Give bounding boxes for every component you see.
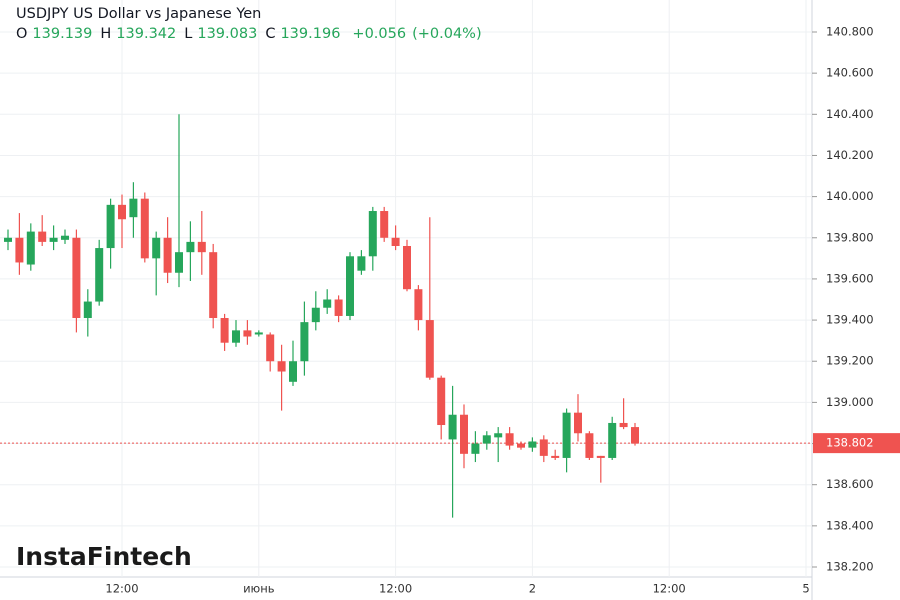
candle-body [425,320,434,378]
y-tick-label: 138.600 [826,477,874,491]
y-tick-label: 138.200 [826,560,874,574]
candle-body [49,237,58,242]
ohlc-key: C [265,26,275,42]
y-tick-label: 139.800 [826,230,874,244]
y-tick-label: 139.600 [826,271,874,285]
last-price-box [813,433,900,454]
ohlc-key: O [16,26,27,42]
candle-body [596,455,605,458]
y-tick-label: 138.400 [826,518,874,532]
y-tick-label: 140.800 [826,25,874,39]
candle-body [186,241,195,253]
y-tick-label: 140.200 [826,148,874,162]
candle-body [482,435,491,444]
ohlc-value: 139.139 [32,26,92,42]
candle-body [26,231,35,265]
ohlc-key: L [184,26,192,42]
candle-body [357,256,366,271]
y-tick-label: 139.400 [826,313,874,327]
x-tick-label: июнь [243,582,275,596]
candle-body [106,204,115,249]
candle-body [118,204,126,220]
x-tick-label: 2 [529,582,536,596]
y-tick-label: 139.000 [826,395,874,409]
candle-body [494,433,503,438]
candle-body [551,455,560,458]
change: +0.056 [352,26,406,42]
ohlc-value: 139.196 [280,26,340,42]
candle-body [334,299,343,316]
candle-body [129,198,138,218]
candle-body [289,361,297,382]
candle-body [4,237,12,242]
candle-body [15,237,24,263]
candle-body [232,330,240,343]
candle-body [311,307,320,323]
y-tick-label: 140.600 [826,66,874,80]
last-price-label: 138.802 [826,436,874,450]
candle-body [277,361,286,372]
x-tick-label: 5 [802,582,809,596]
x-tick-label: 12:00 [379,582,412,596]
candle-body [380,211,389,238]
candle-body [619,422,628,428]
candle-body [163,237,172,273]
candle-body [471,443,480,454]
watermark: InstaFintech [16,542,192,571]
candle-body [346,256,354,316]
x-tick-label: 12:00 [653,582,686,596]
candle-body [140,198,149,259]
candle-body [414,289,423,321]
candle-body [254,332,263,335]
candle-body [437,377,446,426]
candle-body [562,412,571,458]
candle-body [631,427,639,444]
candle-body [83,301,92,319]
candle-body [61,235,69,240]
candle-body [266,334,275,362]
x-tick-label: 12:00 [105,582,138,596]
candle-body [517,443,525,448]
candle-body [152,237,161,259]
candle-body [585,433,594,458]
candle-body [403,246,411,290]
candle-body [574,412,582,434]
chart-title: USDJPY US Dollar vs Japanese Yen [16,6,261,22]
candle-body [209,252,218,319]
y-tick-label: 139.200 [826,354,874,368]
candle-body [220,318,229,343]
candle-body [38,231,47,242]
candle-body [460,414,468,454]
ohlc-key: H [100,26,111,42]
candle-body [448,414,457,440]
candle-body [323,299,332,308]
candle-body [391,237,400,246]
y-tick-label: 140.400 [826,107,874,121]
candle-body [243,330,252,337]
candle-body [95,248,104,302]
candle-body [197,241,206,253]
candle-body [505,433,514,446]
candle-body [368,211,377,257]
candle-body [539,439,548,456]
ohlc-value: 139.083 [197,26,257,42]
y-tick-label: 140.000 [826,189,874,203]
candle-body [300,322,309,362]
candle-body [528,441,537,448]
change-pct: (+0.04%) [412,26,482,42]
candle-body [72,237,81,319]
candle-body [608,422,617,458]
candle-body [175,252,183,273]
ohlc-value: 139.342 [116,26,176,42]
